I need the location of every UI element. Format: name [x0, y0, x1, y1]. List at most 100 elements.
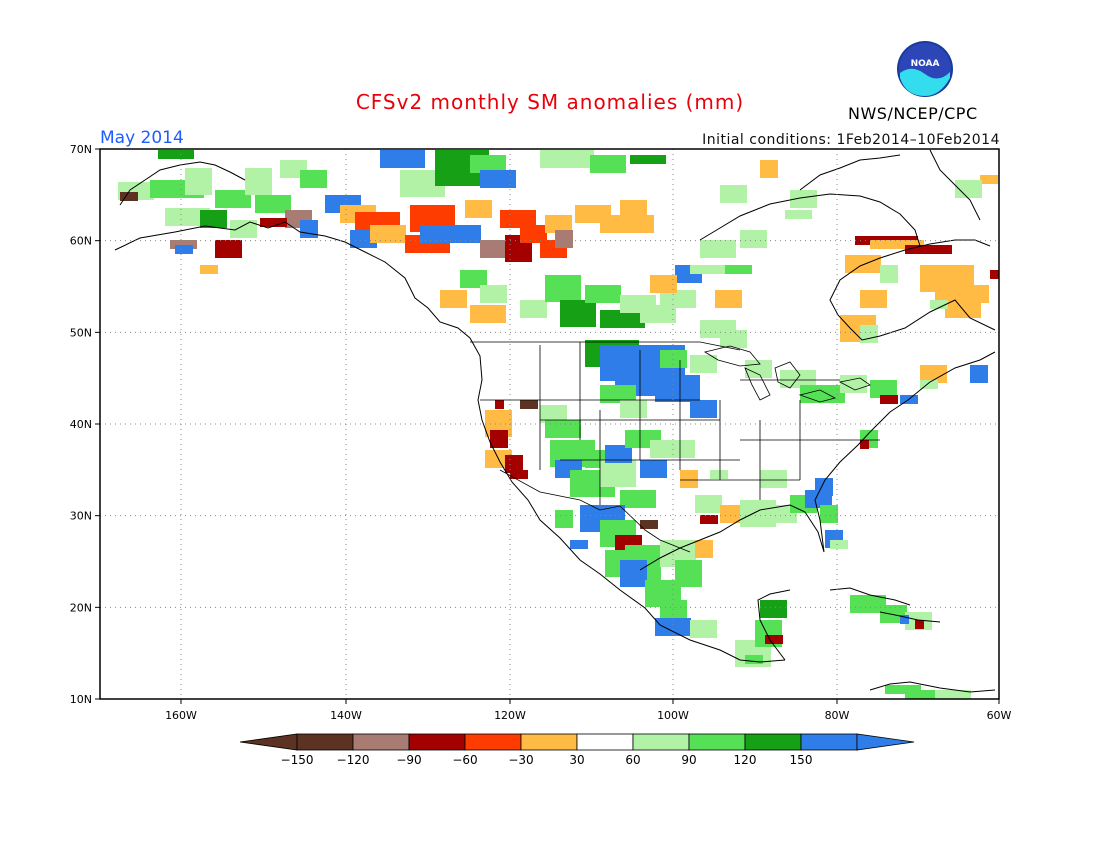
anomaly-cell: [633, 369, 642, 378]
anomaly-cell: [359, 230, 368, 239]
anomaly-cell: [773, 620, 782, 629]
anomaly-cell: [914, 612, 923, 621]
anomaly-cell: [458, 299, 467, 308]
anomaly-cell: [889, 605, 898, 614]
anomaly-cell: [929, 265, 938, 274]
anomaly-cell: [485, 428, 494, 437]
anomaly-cell: [699, 400, 708, 409]
anomaly-cell: [972, 300, 981, 309]
anomaly-cell: [708, 355, 717, 364]
anomaly-cell: [962, 294, 971, 303]
anomaly-cell: [463, 234, 472, 243]
anomaly-cell: [638, 560, 647, 569]
anomaly-cell: [660, 359, 669, 368]
anomaly-cell: [600, 345, 609, 354]
anomaly-cell: [964, 189, 973, 198]
anomaly-cell: [920, 265, 929, 274]
anomaly-cell: [990, 270, 999, 279]
anomaly-cell: [618, 319, 627, 328]
anomaly-cell: [864, 236, 873, 245]
anomaly-cell: [709, 240, 718, 249]
anomaly-cell: [870, 389, 879, 398]
legend-swatch: [800, 733, 858, 751]
anomaly-cell: [638, 578, 647, 587]
anomaly-cell: [420, 225, 429, 234]
anomaly-cell: [643, 572, 652, 581]
anomaly-cell: [497, 314, 506, 323]
anomaly-cell: [971, 294, 980, 303]
anomaly-cell: [555, 460, 564, 469]
anomaly-cell: [409, 179, 418, 188]
anomaly-cell: [695, 495, 704, 504]
anomaly-cell: [563, 284, 572, 293]
anomaly-cell: [923, 612, 932, 621]
anomaly-cell: [691, 384, 700, 393]
anomaly-cell: [869, 430, 878, 439]
anomaly-cell: [478, 279, 487, 288]
anomaly-cell: [669, 558, 678, 567]
anomaly-cell: [778, 470, 787, 479]
anomaly-cell: [458, 290, 467, 299]
legend-swatch: [632, 733, 690, 751]
anomaly-cell: [563, 215, 572, 224]
anomaly-cell: [909, 395, 918, 404]
anomaly-cell: [633, 360, 642, 369]
anomaly-cell: [368, 239, 377, 248]
anomaly-cell: [720, 185, 729, 194]
anomaly-cell: [923, 690, 932, 699]
anomaly-cell: [678, 359, 687, 368]
anomaly-cell: [600, 224, 609, 233]
anomaly-cell: [729, 514, 738, 523]
anomaly-cell: [920, 283, 929, 292]
legend-arrow-low: [239, 733, 298, 751]
anomaly-cell: [380, 150, 389, 159]
lat-label: 10N: [70, 693, 92, 706]
anomaly-cell: [555, 239, 564, 248]
anomaly-cell: [549, 240, 558, 249]
anomaly-cell: [900, 395, 909, 404]
anomaly-cell: [498, 249, 507, 258]
anomaly-cell: [684, 265, 693, 274]
anomaly-cell: [538, 300, 547, 309]
anomaly-cell: [570, 470, 579, 479]
anomaly-cell: [245, 177, 254, 186]
anomaly-cell: [445, 225, 454, 234]
anomaly-cell: [935, 294, 944, 303]
anomaly-cell: [554, 284, 563, 293]
anomaly-cell: [489, 179, 498, 188]
anomaly-cell: [620, 560, 629, 569]
initial-conditions: Initial conditions: 1Feb2014–10Feb2014: [702, 132, 1000, 148]
anomaly-cell: [755, 638, 764, 647]
anomaly-cell: [889, 274, 898, 283]
anomaly-cell: [472, 234, 481, 243]
anomaly-cell: [465, 209, 474, 218]
anomaly-cell: [462, 159, 471, 168]
anomaly-cell: [167, 150, 176, 159]
anomaly-cell: [727, 249, 736, 258]
anomaly-cell: [648, 155, 657, 164]
anomaly-cell: [947, 265, 956, 274]
anomaly-cell: [577, 449, 586, 458]
anomaly-cell: [389, 159, 398, 168]
anomaly-cell: [740, 239, 749, 248]
anomaly-cell: [564, 239, 573, 248]
anomaly-cell: [740, 509, 749, 518]
anomaly-cell: [745, 369, 754, 378]
anomaly-cell: [440, 290, 449, 299]
anomaly-cell: [700, 515, 709, 524]
anomaly-cell: [880, 274, 889, 283]
anomaly-cell: [177, 189, 186, 198]
anomaly-cell: [877, 595, 886, 604]
anomaly-cell: [367, 205, 376, 214]
anomaly-cell: [499, 439, 508, 448]
anomaly-cell: [963, 309, 972, 318]
anomaly-cell: [690, 620, 699, 629]
anomaly-cell: [699, 364, 708, 373]
anomaly-cell: [600, 520, 609, 529]
anomaly-cell: [349, 205, 358, 214]
anomaly-cell: [673, 384, 682, 393]
anomaly-cell: [185, 186, 194, 195]
anomaly-cell: [769, 160, 778, 169]
anomaly-cell: [640, 372, 649, 381]
anomaly-cell: [719, 470, 728, 479]
